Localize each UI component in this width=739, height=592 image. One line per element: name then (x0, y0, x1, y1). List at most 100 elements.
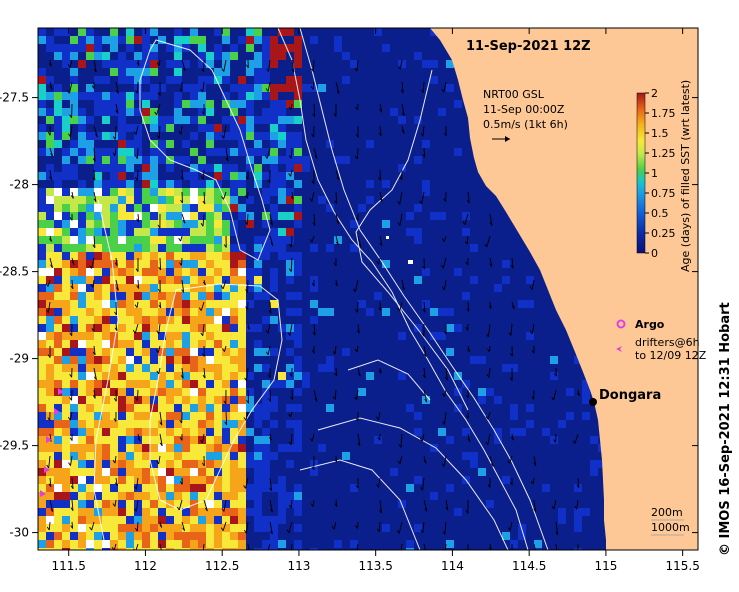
sst-pixel (102, 188, 110, 196)
sst-pixel (78, 444, 86, 452)
sst-pixel (110, 284, 118, 292)
current-arrow-head (221, 68, 225, 72)
current-arrow (422, 521, 425, 533)
sst-pixel (94, 436, 102, 444)
sst-pixel (126, 108, 134, 116)
sst-pixel (118, 396, 126, 404)
current-arrow-head (157, 288, 161, 293)
sst-pixel (102, 316, 110, 324)
sst-pixel (222, 532, 230, 540)
sst-pixel (54, 540, 62, 548)
colorbar-tick-label: 1.5 (651, 127, 669, 140)
sst-pixel (158, 260, 166, 268)
sst-pixel (262, 108, 270, 116)
sst-pixel (86, 444, 94, 452)
sst-pixel (38, 548, 46, 550)
sst-pixel (230, 372, 238, 380)
sst-pixel (422, 140, 430, 148)
current-arrow-head (443, 331, 447, 335)
sst-pixel (110, 108, 118, 116)
sst-pixel (182, 404, 190, 412)
sst-pixel (110, 180, 118, 188)
sst-pixel (166, 492, 174, 500)
sst-pixel (118, 524, 126, 532)
sst-pixel (198, 212, 206, 220)
sst-pixel (230, 316, 238, 324)
sst-pixel (214, 44, 222, 52)
sst-pixel (198, 164, 206, 172)
sst-pixel (70, 540, 78, 548)
sst-pixel (54, 404, 62, 412)
sst-pixel (62, 132, 70, 140)
sst-pixel (86, 244, 94, 252)
current-arrow (487, 323, 491, 337)
sst-pixel (46, 340, 54, 348)
current-arrow-head (71, 261, 75, 265)
current-arrow (379, 235, 383, 246)
sst-pixel (262, 84, 270, 92)
sst-pixel (190, 308, 198, 316)
current-arrow-head (70, 285, 74, 290)
sst-pixel (134, 412, 142, 420)
sst-pixel (86, 404, 94, 412)
sst-pixel (174, 524, 182, 532)
sst-pixel (270, 140, 278, 148)
current-arrow-head (377, 437, 381, 441)
current-arrow (356, 147, 359, 159)
sst-pixel (270, 108, 278, 116)
sst-pixel (206, 164, 214, 172)
sst-pixel (86, 228, 94, 236)
sst-pixel (350, 60, 358, 68)
current-arrow (401, 103, 405, 117)
sst-pixel (62, 540, 70, 548)
sst-pixel (126, 292, 134, 300)
sst-pixel (70, 476, 78, 484)
sst-pixel (190, 300, 198, 308)
sst-pixel (182, 444, 190, 452)
current-arrow-head (441, 88, 445, 93)
sst-pixel (230, 196, 238, 204)
sst-pixel (102, 340, 110, 348)
sst-pixel (278, 100, 286, 108)
current-arrow (422, 125, 425, 137)
sst-pixel (478, 468, 486, 476)
sst-pixel (334, 36, 342, 44)
sst-pixel (150, 180, 158, 188)
sst-pixel (214, 436, 222, 444)
sst-pixel (422, 188, 430, 196)
sst-pixel (158, 516, 166, 524)
current-arrow (333, 521, 337, 530)
sst-pixel (158, 340, 166, 348)
sst-pixel (134, 500, 142, 508)
sst-pixel (142, 68, 150, 76)
sst-pixel (62, 356, 70, 364)
sst-pixel (526, 276, 534, 284)
sst-pixel (54, 100, 62, 108)
sst-pixel (134, 236, 142, 244)
sst-pixel (230, 348, 238, 356)
sst-pixel (70, 492, 78, 500)
current-arrow (115, 103, 119, 114)
sst-pixel (86, 548, 94, 550)
sst-pixel (254, 60, 262, 68)
sst-pixel (254, 252, 262, 260)
sst-pixel (142, 100, 150, 108)
sst-pixel (142, 444, 150, 452)
sst-pixel (430, 492, 438, 500)
current-arrow (93, 59, 97, 73)
current-arrow-head (245, 176, 249, 180)
current-arrow-head (243, 485, 246, 489)
sst-pixel (494, 396, 502, 404)
current-arrow (423, 367, 426, 378)
current-arrow-head (45, 283, 49, 287)
sst-pixel (230, 324, 238, 332)
current-arrow (181, 169, 184, 180)
sst-pixel (94, 292, 102, 300)
sst-pixel (46, 404, 54, 412)
sst-pixel (462, 228, 470, 236)
current-arrow-head (134, 304, 138, 308)
current-arrow (313, 147, 318, 159)
sst-pixel (62, 380, 70, 388)
sst-pixel (54, 108, 62, 116)
sst-pixel (190, 396, 198, 404)
